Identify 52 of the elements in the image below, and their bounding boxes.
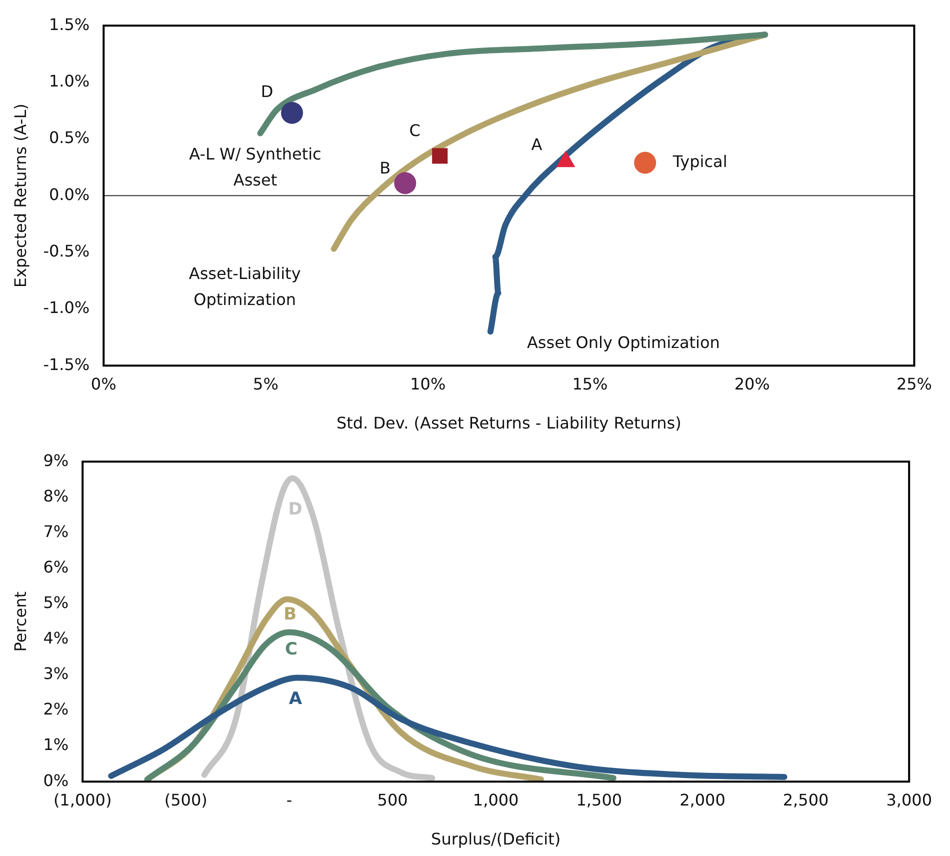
- point: [281, 102, 304, 124]
- text: A-L W/ Synthetic Asset: [189, 144, 322, 190]
- series-label: D: [260, 82, 274, 102]
- y-tick-label: 4%: [43, 628, 69, 648]
- x-tick-label: -: [286, 790, 292, 810]
- y-tick-label: 1.5%: [48, 14, 90, 34]
- y-tick-label: 0.5%: [48, 128, 90, 148]
- y-tick-label: -1.0%: [43, 298, 90, 318]
- y-tick-label: 7%: [43, 522, 69, 541]
- series-label: D: [288, 500, 302, 520]
- text: Asset Only Optimization: [526, 332, 720, 352]
- y-tick-label: -1.5%: [43, 354, 90, 374]
- series-label: C: [284, 640, 298, 660]
- x-tick-label: 5%: [253, 374, 278, 394]
- x-tick-label: 500: [377, 790, 408, 810]
- x-axis-title: Std. Dev. (Asset Returns - Liability Returns): [336, 414, 682, 433]
- point: [432, 148, 448, 164]
- point: [394, 172, 416, 194]
- y-tick-label: -0.5%: [43, 241, 90, 260]
- series-label: A: [288, 689, 303, 710]
- point: [634, 152, 656, 174]
- x-tick-label: 1,500: [576, 790, 622, 810]
- text: Asset-Liability Optimization: [188, 264, 301, 310]
- x-tick-label: 15%: [572, 374, 608, 394]
- x-tick-label: 2,500: [782, 790, 829, 810]
- series-label: Typical: [672, 152, 728, 171]
- x-tick-label: 10%: [410, 374, 446, 394]
- y-tick-label: 1.0%: [48, 71, 90, 90]
- x-tick-label: (500): [164, 790, 208, 810]
- y-tick-label: 5%: [43, 592, 69, 612]
- x-tick-label: 20%: [734, 374, 770, 394]
- y-axis-title: Percent: [10, 592, 30, 652]
- y-tick-label: 8%: [43, 486, 69, 506]
- y-tick-label: 2%: [43, 700, 69, 719]
- series-label: B: [284, 604, 297, 625]
- x-tick-label: (1,000): [53, 790, 112, 810]
- y-axis-title: Expected Returns (A-L): [10, 104, 30, 288]
- y-tick-label: 9%: [43, 450, 69, 470]
- series-label: C: [409, 121, 420, 140]
- x-tick-label: 3,000: [886, 790, 932, 810]
- series-label: A: [531, 134, 542, 154]
- y-tick-label: 0.0%: [48, 184, 90, 204]
- y-tick-label: 1%: [43, 735, 69, 754]
- series-label: B: [380, 158, 391, 178]
- y-tick-label: 6%: [43, 557, 69, 576]
- x-axis-title: Surplus/(Deficit): [431, 830, 561, 849]
- x-tick-label: 25%: [896, 374, 932, 394]
- y-tick-label: 0%: [43, 770, 69, 790]
- y-tick-label: 3%: [43, 664, 69, 684]
- x-tick-label: 2,000: [680, 790, 726, 810]
- x-tick-label: 1,000: [472, 790, 519, 810]
- x-tick-label: 0%: [90, 374, 116, 394]
